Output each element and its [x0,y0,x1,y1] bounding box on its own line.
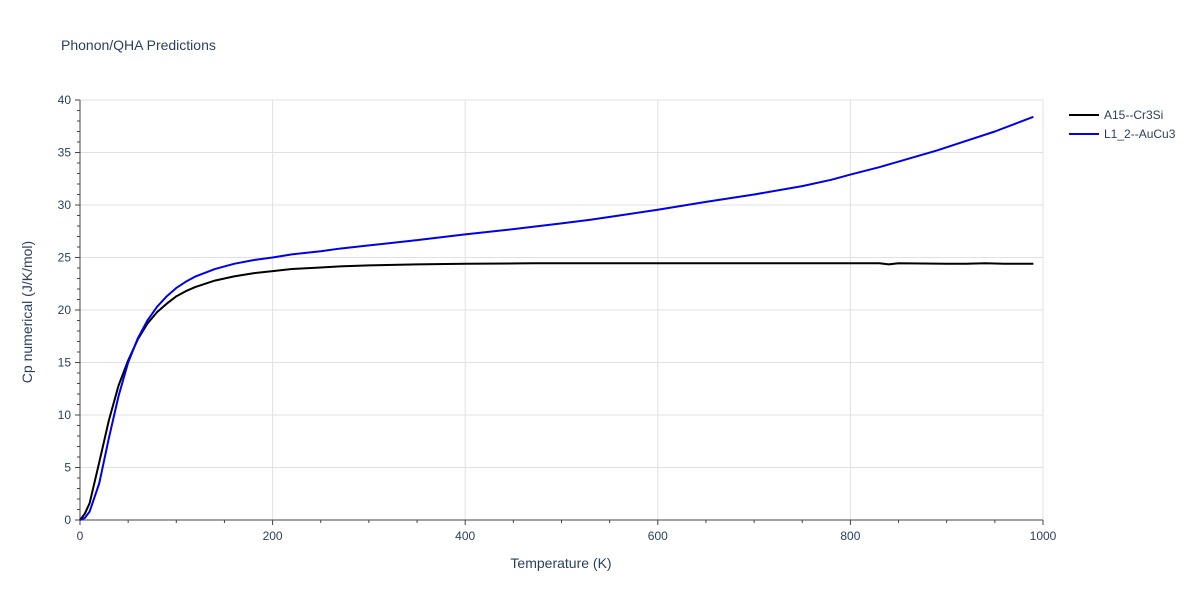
x-tick-label: 600 [648,529,668,543]
y-tick-label: 5 [64,461,71,475]
y-tick-label: 15 [58,356,72,370]
y-tick-label: 25 [58,251,72,265]
grid [80,99,1044,520]
axes: 0 200 400 600 800 1000 0 5 10 15 20 25 30 35 40 [58,93,1057,543]
x-tick-label: 400 [455,529,475,543]
legend-label: L1_2--AuCu3 [1104,127,1176,141]
x-tick-label: 800 [840,529,860,543]
x-axis-title: Temperature (K) [510,555,611,571]
y-tick-label: 10 [58,408,72,422]
y-tick-label: 40 [58,93,72,107]
y-tick-label: 35 [58,146,72,160]
x-tick-label: 1000 [1030,529,1057,543]
y-axis-title: Cp numerical (J/K/mol) [19,241,35,383]
y-tick-label: 30 [58,198,72,212]
x-tick-label: 200 [263,529,283,543]
legend-label: A15--Cr3Si [1104,108,1163,122]
y-tick-label: 0 [64,513,71,527]
chart-title: Phonon/QHA Predictions [61,37,216,53]
series-group [79,115,1034,521]
legend-item-0[interactable]: A15--Cr3Si [1069,108,1163,122]
series-line-1 [79,115,1034,521]
legend-item-1[interactable]: L1_2--AuCu3 [1069,127,1176,141]
x-tick-label: 0 [77,529,84,543]
y-tick-label: 20 [58,303,72,317]
series-line-0 [79,262,1034,521]
legend[interactable]: A15--Cr3Si L1_2--AuCu3 [1069,108,1176,141]
